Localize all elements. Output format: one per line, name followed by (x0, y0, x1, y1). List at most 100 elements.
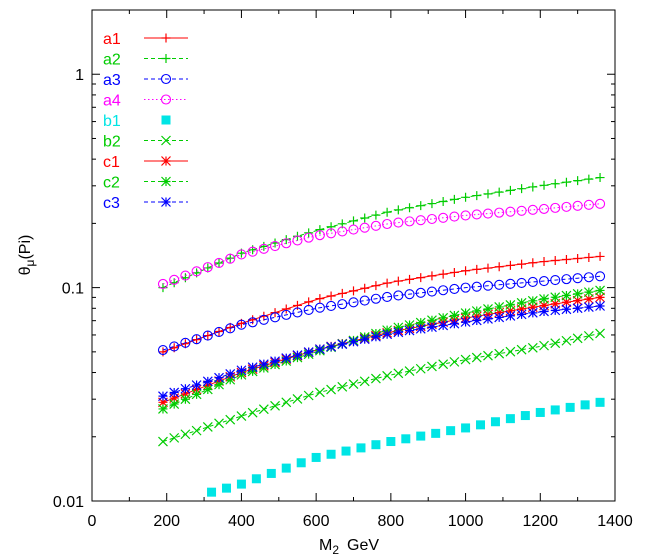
data-point-b1 (311, 452, 321, 462)
data-point-a3 (494, 279, 505, 290)
data-point-a1 (483, 263, 493, 273)
data-point-b1 (251, 474, 261, 484)
data-point-c3 (337, 339, 348, 350)
data-point-a4 (527, 204, 538, 215)
data-point-c2 (214, 379, 224, 390)
data-point-c1 (158, 397, 168, 408)
data-point-b2 (550, 338, 561, 349)
data-point-c3 (281, 353, 292, 364)
data-point-a4 (337, 226, 348, 237)
x-tick-label: 1400 (597, 513, 633, 530)
data-point-c1 (550, 298, 561, 309)
data-point-a2 (472, 191, 482, 201)
data-point-a3 (482, 280, 494, 291)
data-point-b1 (371, 440, 381, 450)
legend-entry-c3: c3 (103, 195, 188, 212)
series-line-c3 (162, 305, 601, 397)
data-point-b2 (393, 368, 404, 379)
data-point-a3 (236, 319, 247, 330)
data-point-a4 (550, 202, 561, 213)
data-point-a3 (180, 337, 191, 348)
data-point-b2 (438, 359, 449, 370)
data-point-c3 (471, 315, 482, 326)
data-point-b2 (460, 354, 471, 365)
data-point-c2 (561, 290, 572, 301)
data-point-c2 (583, 287, 594, 298)
data-point-a3 (595, 271, 606, 282)
data-point-c2 (449, 310, 460, 321)
legend: a1 a2 a3 a4 b1 b2 c1 c2 c3 (103, 31, 188, 212)
data-point-b2 (527, 342, 538, 353)
data-point-c3 (191, 380, 202, 390)
data-point-c3 (505, 310, 516, 321)
data-point-c1 (494, 307, 505, 318)
series-line-b2 (162, 332, 601, 442)
x-axis-label: M2 GeV (319, 537, 379, 554)
data-point-c2 (236, 369, 247, 380)
data-point-a1 (427, 271, 437, 281)
data-point-a1 (573, 253, 583, 263)
data-point-a1 (315, 294, 325, 304)
data-point-b2 (572, 333, 583, 344)
legend-label: c3 (103, 195, 120, 212)
data-point-a3 (527, 276, 538, 288)
data-point-a3 (460, 282, 471, 293)
data-point-a3 (370, 293, 381, 304)
x-tick-label: 600 (303, 513, 330, 530)
data-point-c2 (527, 295, 538, 306)
series-a4 (157, 198, 606, 290)
data-point-a4 (281, 238, 292, 249)
data-point-b2 (191, 425, 202, 436)
data-point-a3 (505, 278, 516, 289)
series-c1 (158, 292, 605, 408)
data-point-b2 (516, 344, 527, 355)
y-axis-label-main: θ (17, 266, 34, 275)
legend-entry-c2: c2 (103, 175, 188, 192)
legend-marker (161, 54, 171, 63)
data-point-a3 (359, 295, 370, 306)
data-point-a2 (180, 273, 190, 283)
data-point-a3 (191, 334, 202, 345)
data-point-a3 (426, 286, 438, 297)
data-point-a3 (404, 289, 415, 300)
data-point-c3 (180, 383, 191, 394)
data-point-b2 (382, 370, 393, 381)
data-point-a2 (214, 258, 224, 268)
data-point-a4 (382, 218, 393, 230)
series-a3 (157, 271, 606, 356)
data-point-a2 (360, 213, 370, 223)
legend-entry-a3: a3 (103, 72, 188, 89)
x-axis-label-unit: GeV (347, 537, 379, 554)
data-point-a1 (360, 283, 370, 293)
data-point-c2 (516, 297, 527, 308)
data-point-c3 (370, 331, 381, 342)
data-point-c3 (158, 391, 168, 402)
data-point-a1 (561, 255, 571, 265)
data-point-c1 (572, 295, 583, 306)
data-point-a2 (438, 196, 448, 206)
data-point-a2 (371, 210, 381, 220)
series-line-a3 (162, 275, 601, 351)
data-point-b2 (359, 376, 370, 387)
data-point-a2 (225, 253, 235, 263)
data-point-a2 (449, 194, 459, 204)
data-point-b1 (296, 458, 306, 468)
data-point-a4 (202, 262, 213, 273)
data-point-b1 (535, 407, 545, 417)
data-point-a2 (427, 199, 437, 209)
data-point-a3 (572, 273, 583, 284)
data-point-a2 (494, 187, 504, 197)
data-point-a1 (180, 339, 190, 349)
data-point-b2 (494, 348, 505, 359)
data-point-c1 (527, 302, 538, 313)
data-point-c1 (191, 384, 202, 395)
data-point-b1 (431, 428, 441, 438)
plot-frame (91, 9, 616, 502)
data-point-b1 (236, 479, 246, 489)
data-point-c3 (527, 307, 538, 318)
data-point-b2 (427, 361, 437, 372)
data-point-c3 (438, 320, 449, 331)
data-point-a4 (269, 240, 281, 252)
series-line-a4 (162, 203, 601, 285)
data-point-c3 (359, 334, 370, 345)
